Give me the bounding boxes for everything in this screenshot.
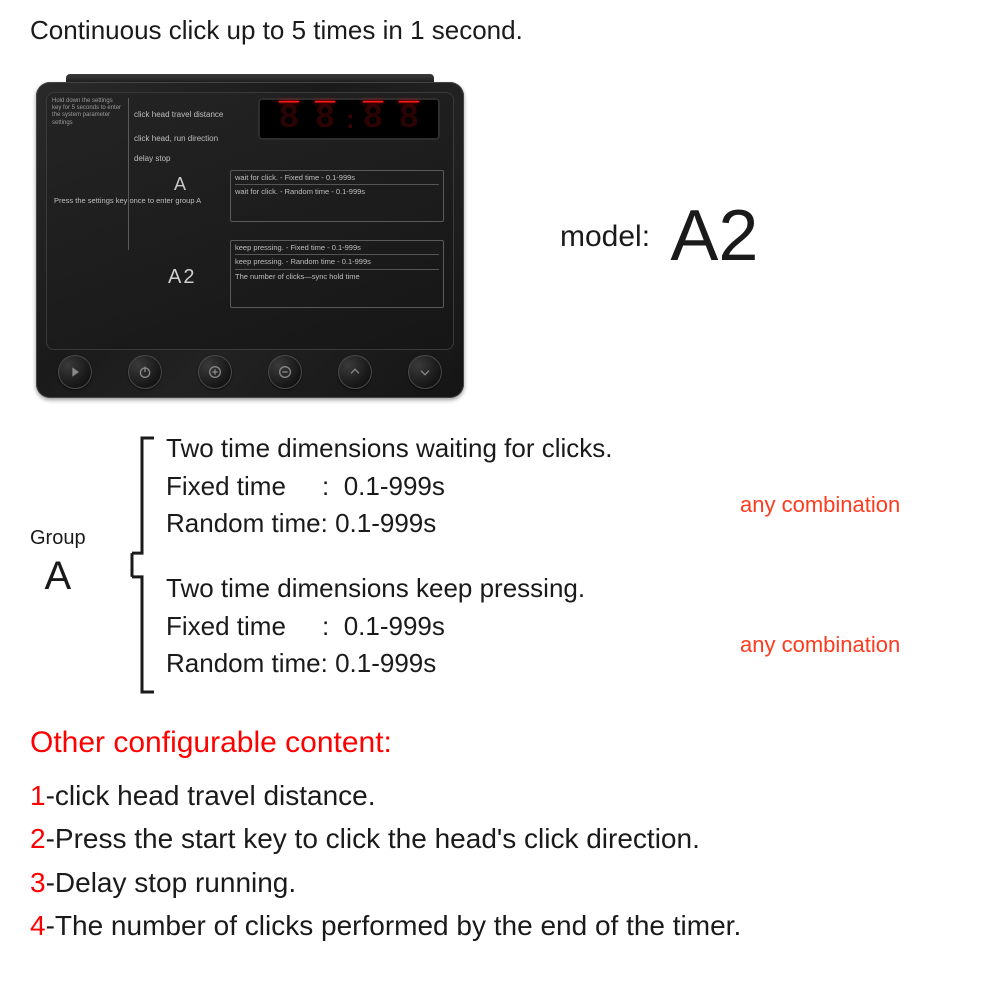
panel-row-2: click head, run direction xyxy=(134,134,218,143)
device-model-mark: A2 xyxy=(168,266,196,289)
group-a-label: Group A xyxy=(30,526,86,600)
other-list: 1-click head travel distance. 2-Press th… xyxy=(30,774,741,948)
list-item: 3-Delay stop running. xyxy=(30,861,741,904)
panel-enter-text: Press the settings key once to enter gro… xyxy=(54,196,228,205)
headline: Continuous click up to 5 times in 1 seco… xyxy=(30,15,523,46)
model-value: A2 xyxy=(658,196,758,276)
power-icon xyxy=(137,364,153,380)
minus-button[interactable] xyxy=(268,355,302,389)
power-button[interactable] xyxy=(128,355,162,389)
group-a-section: Group A Two time dimensions waiting for … xyxy=(30,430,970,700)
hold-down-note: Hold down the settings key for 5 seconds… xyxy=(52,98,122,127)
play-button[interactable] xyxy=(58,355,92,389)
list-item: 2-Press the start key to click the head'… xyxy=(30,817,741,860)
model-label: model: A2 xyxy=(560,195,758,277)
up-button[interactable] xyxy=(338,355,372,389)
group-label-top: Group xyxy=(30,527,86,549)
spec-box-press: keep pressing. - Fixed time - 0.1-999s k… xyxy=(230,240,444,308)
spec-box-wait: wait for click. - Fixed time - 0.1-999s … xyxy=(230,170,444,222)
block-random: Random time: 0.1-999s xyxy=(166,505,726,543)
item-text: -The number of clicks performed by the e… xyxy=(46,910,742,941)
spec-line: wait for click. - Random time - 0.1-999s xyxy=(235,187,439,196)
model-label-text: model: xyxy=(560,220,650,253)
panel-row-1: click head travel distance xyxy=(134,110,223,119)
item-number: 3 xyxy=(30,867,46,898)
plus-icon xyxy=(207,364,223,380)
group-a-block-wait: Two time dimensions waiting for clicks. … xyxy=(166,430,726,543)
item-text: -Delay stop running. xyxy=(46,867,297,898)
list-item: 4-The number of clicks performed by the … xyxy=(30,904,741,947)
item-number: 1 xyxy=(30,780,46,811)
device-button-row xyxy=(58,354,442,390)
block-fixed: Fixed time : 0.1-999s xyxy=(166,468,726,506)
block-random: Random time: 0.1-999s xyxy=(166,645,726,683)
bracket-icon xyxy=(130,436,156,694)
led-display: ‾ ‾ : ‾ ‾ xyxy=(258,98,440,140)
item-text: -Press the start key to click the head's… xyxy=(46,823,700,854)
spec-line: keep pressing. - Random time - 0.1-999s xyxy=(235,257,439,266)
annotation-any-combination: any combination xyxy=(740,632,900,658)
block-fixed: Fixed time : 0.1-999s xyxy=(166,608,726,646)
spec-line: The number of clicks—sync hold time xyxy=(235,272,439,281)
down-button[interactable] xyxy=(408,355,442,389)
item-number: 2 xyxy=(30,823,46,854)
annotation-any-combination: any combination xyxy=(740,492,900,518)
device: Hold down the settings key for 5 seconds… xyxy=(30,60,470,400)
panel-row-3: delay stop xyxy=(134,154,170,163)
spec-line: keep pressing. - Fixed time - 0.1-999s xyxy=(235,243,439,252)
device-panel: Hold down the settings key for 5 seconds… xyxy=(46,92,454,350)
play-icon xyxy=(67,364,83,380)
block-title: Two time dimensions keep pressing. xyxy=(166,570,726,608)
list-item: 1-click head travel distance. xyxy=(30,774,741,817)
minus-icon xyxy=(277,364,293,380)
item-number: 4 xyxy=(30,910,46,941)
down-icon xyxy=(417,364,433,380)
group-a-block-press: Two time dimensions keep pressing. Fixed… xyxy=(166,570,726,683)
item-text: -click head travel distance. xyxy=(46,780,376,811)
up-icon xyxy=(347,364,363,380)
spec-line: wait for click. - Fixed time - 0.1-999s xyxy=(235,173,439,182)
block-title: Two time dimensions waiting for clicks. xyxy=(166,430,726,468)
panel-group-letter: A xyxy=(174,174,187,195)
plus-button[interactable] xyxy=(198,355,232,389)
group-label-letter: A xyxy=(30,552,86,600)
other-heading: Other configurable content: xyxy=(30,726,392,760)
